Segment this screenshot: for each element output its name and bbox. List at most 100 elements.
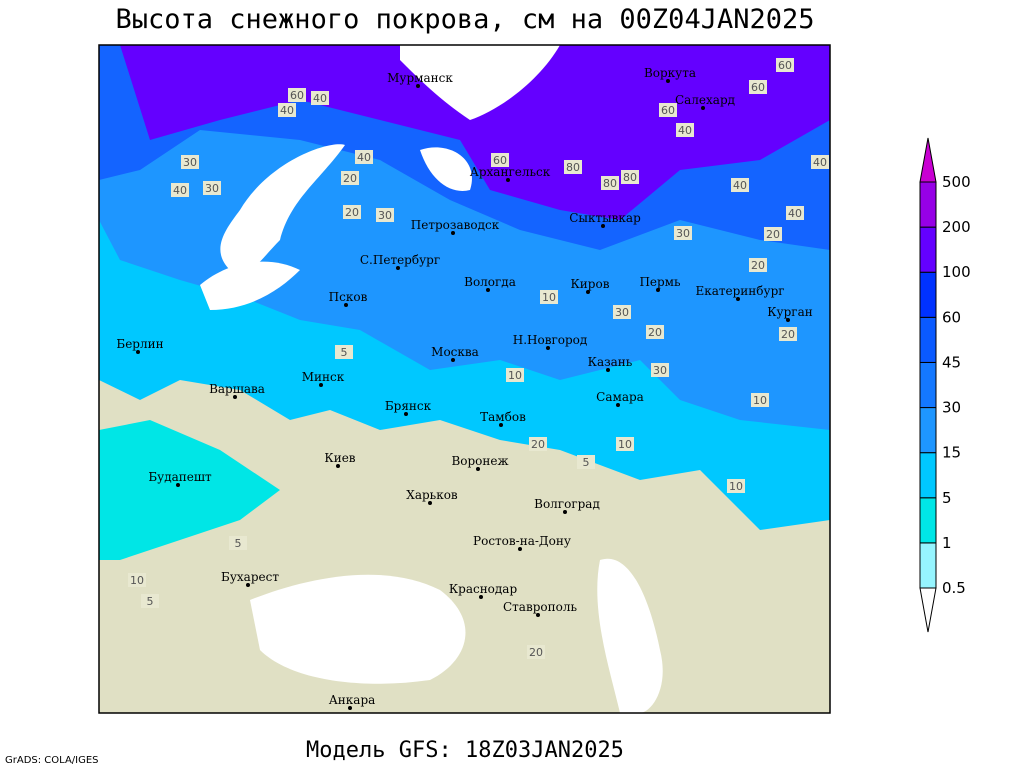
contour-label-bg <box>278 103 296 117</box>
map-title: Высота снежного покрова, см на 00Z04JAN2… <box>116 4 815 35</box>
city-dot <box>176 483 180 487</box>
contour-label: 40 <box>357 151 371 164</box>
city-label: Псков <box>329 290 368 304</box>
white-sea <box>420 147 472 191</box>
contour-label: 5 <box>341 346 348 359</box>
city-label: Киров <box>571 277 610 291</box>
contour-label: 30 <box>183 156 197 169</box>
barents-sea <box>400 45 560 120</box>
colorbar-segment <box>919 361 937 409</box>
contour-label-bg <box>229 536 247 550</box>
footer: Модель GFS: 18Z03JAN2025 <box>306 738 624 763</box>
contour-label-bg <box>341 171 359 185</box>
contour-label-bg <box>376 208 394 222</box>
colorbar-label: 15 <box>942 444 961 462</box>
map-frame <box>98 44 831 714</box>
colorbar-segment <box>919 316 937 363</box>
city-label: Архангельск <box>470 165 551 179</box>
contour-label-bg <box>616 437 634 451</box>
snow-thin <box>99 420 280 560</box>
city-label: Воронеж <box>451 454 508 468</box>
colorbar-label: 5 <box>942 489 952 507</box>
city-dot <box>656 288 660 292</box>
contour-label-bg <box>203 181 221 195</box>
contour-label: 30 <box>205 182 219 195</box>
contour-label: 20 <box>766 228 780 241</box>
contour-label: 20 <box>781 328 795 341</box>
city-label: Ростов-на-Дону <box>473 534 571 548</box>
contour-label-bg <box>181 155 199 169</box>
contour-label-bg <box>764 227 782 241</box>
city-dot <box>786 318 790 322</box>
contour-label-bg <box>288 88 306 102</box>
city-dot <box>486 288 490 292</box>
contour-label: 80 <box>623 171 637 184</box>
contour-label-bg <box>601 176 619 190</box>
colorbar-segment <box>919 226 937 273</box>
contour-label: 30 <box>676 227 690 240</box>
city-label: Москва <box>431 345 479 359</box>
city-label: С.Петербург <box>360 253 440 267</box>
caspian-sea <box>597 558 663 713</box>
contour-label: 80 <box>603 177 617 190</box>
contour-label-bg <box>749 80 767 94</box>
colorbar-segment <box>919 542 937 589</box>
contour-label-bg <box>674 226 692 240</box>
contour-label-bg <box>355 150 373 164</box>
city-dot <box>536 613 540 617</box>
contour-label-bg <box>651 363 669 377</box>
city-label: Салехард <box>675 93 735 107</box>
city-dot <box>336 464 340 468</box>
contour-label-bg <box>540 290 558 304</box>
contour-label: 20 <box>751 259 765 272</box>
city-dot <box>506 178 510 182</box>
city-label: Киев <box>324 451 355 465</box>
colorbar-label: 200 <box>942 218 971 236</box>
city-label: Тамбов <box>480 410 526 424</box>
colorbar-label: 1 <box>942 534 952 552</box>
colorbar-label: 30 <box>942 399 961 417</box>
contour-label-bg <box>749 258 767 272</box>
city-dot <box>499 423 503 427</box>
contour-label: 60 <box>661 104 675 117</box>
colorbar-label: 60 <box>942 308 961 326</box>
city-label: Анкара <box>329 693 376 707</box>
city-label: Ставрополь <box>503 600 577 614</box>
city-dot <box>136 350 140 354</box>
contour-label-bg <box>676 123 694 137</box>
contour-label: 10 <box>618 438 632 451</box>
colorbar-segment <box>919 181 937 228</box>
colorbar-label: 0.5 <box>942 579 966 597</box>
city-dot <box>736 297 740 301</box>
colorbar-label: 45 <box>942 353 961 371</box>
city-label: Пермь <box>639 275 681 289</box>
city-dot <box>233 395 237 399</box>
city-label: Варшава <box>209 382 265 396</box>
city-dot <box>246 583 250 587</box>
city-dot <box>701 106 705 110</box>
city-dot <box>451 231 455 235</box>
contour-label-bg <box>171 183 189 197</box>
contour-label-bg <box>141 594 159 608</box>
colorbar-max-triangle <box>919 137 937 183</box>
city-dot <box>563 510 567 514</box>
city-dot <box>404 412 408 416</box>
city-dot <box>601 224 605 228</box>
city-label: Казань <box>588 355 633 369</box>
contour-label-bg <box>646 325 664 339</box>
city-label: Воркута <box>644 66 696 80</box>
contour-label-bg <box>786 206 804 220</box>
city-label: Курган <box>767 305 812 319</box>
contour-label: 40 <box>813 156 827 169</box>
colorbar-label: 500 <box>942 173 971 191</box>
city-label: Екатеринбург <box>695 284 784 298</box>
contour-label: 40 <box>313 92 327 105</box>
contour-label: 40 <box>788 207 802 220</box>
city-dot <box>344 303 348 307</box>
city-label: Мурманск <box>387 71 453 85</box>
contour-label-bg <box>577 455 595 469</box>
contour-label-bg <box>731 178 749 192</box>
baltic-south <box>200 261 300 310</box>
colorbar-min-triangle <box>919 587 937 633</box>
